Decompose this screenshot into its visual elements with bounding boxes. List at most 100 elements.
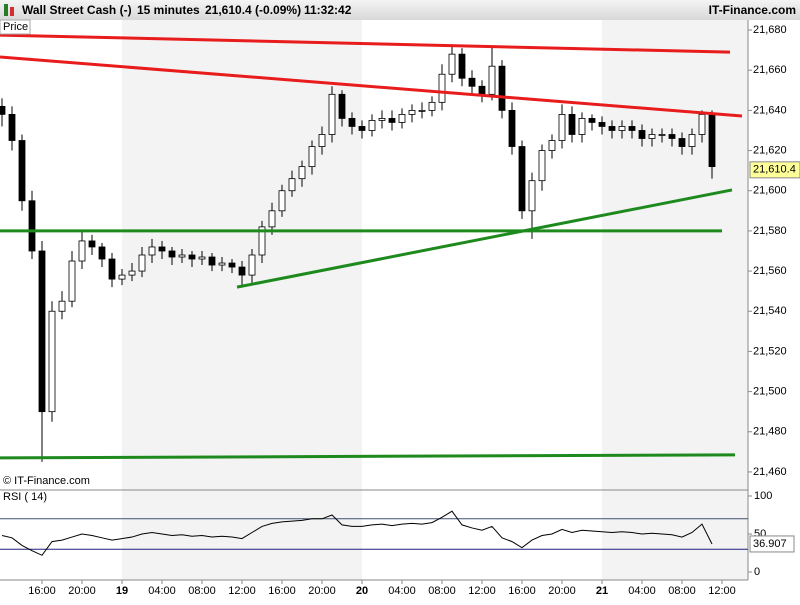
candle-body [68,260,76,302]
candle-body [518,146,526,212]
candle-body [578,118,586,135]
header: Wall Street Cash (-) 15 minutes 21,610.4… [0,0,800,20]
candle-body [78,240,86,262]
candle-body [598,122,606,127]
trend-line [236,188,733,289]
last-value-box [749,535,795,553]
instrument: Wall Street Cash (-) [22,3,132,17]
candle-body [608,126,616,131]
x-tick-label: 04:00 [148,585,176,597]
session-shade [122,20,362,580]
candle-body [708,114,716,168]
candle-body [48,310,56,413]
candle-body [428,101,436,111]
y-tick-label: 21,500 [753,385,787,397]
candle-body [308,146,316,168]
candle-body [168,250,176,258]
y-tick-label: 21,560 [753,265,787,277]
y-tick-label: 21,520 [753,345,787,357]
candle-body [228,262,236,268]
candle-body [108,258,116,280]
candle-body [208,256,216,266]
candle-body [248,254,256,276]
candle-body [658,134,666,136]
candle-body [498,65,506,111]
candle-body [588,118,596,123]
candle-body [558,114,566,141]
x-tick-label: 12:00 [468,585,496,597]
candle-body [288,178,296,192]
candle-body [488,65,496,95]
x-tick-label: 04:00 [388,585,416,597]
candle-body [678,138,686,147]
candle-body [528,180,536,212]
x-tick-label: 20 [356,585,368,597]
candle-body [128,270,136,276]
y-tick-label: 21,640 [753,104,787,116]
candle-body [18,140,26,202]
x-tick-label: 20:00 [548,585,576,597]
candle-body [618,126,626,131]
candle-body [88,240,96,248]
candle-body [148,246,156,256]
candle-body [448,53,456,75]
candle-body [648,134,656,139]
x-tick-label: 08:00 [428,585,456,597]
candle-body [358,126,366,131]
candle-body [238,266,246,276]
candle-body [468,77,476,87]
x-tick-label: 16:00 [28,585,56,597]
candle-body [98,246,106,260]
x-tick-label: 21 [596,585,608,597]
y-tick-label: 21,680 [753,24,787,36]
x-tick-label: 16:00 [268,585,296,597]
candle-body [398,114,406,123]
candle-body [698,114,706,135]
y-tick-label: 21,600 [753,185,787,197]
header-bar [0,0,800,20]
candle-body [478,85,486,95]
candle-body [198,256,206,260]
candle-body [258,226,266,256]
icon [10,7,14,16]
candle-body [548,140,556,151]
x-tick-label: 16:00 [508,585,536,597]
y-tick-label: 21,460 [753,466,787,478]
candle-body [0,105,6,115]
last-price-label: 21,610.4 [753,164,796,176]
title-box [0,19,31,35]
candle-body [508,109,516,147]
candle-body [688,134,696,147]
panel-title: RSI ( 14) [3,491,47,503]
candle-body [638,130,646,139]
rsi-line [1,510,713,556]
candle-body [318,134,326,147]
quote: 21,610.4 (-0.09%) [205,3,301,17]
trend-line [0,453,736,460]
x-tick-label: 12:00 [708,585,736,597]
y-tick-label: 21,480 [753,426,787,438]
candle-body [298,166,306,180]
last-price-box [749,161,800,179]
trend-line [0,55,743,118]
candle-body [118,274,126,280]
last-value-label: 36.907 [753,538,787,550]
background [0,20,800,600]
icon [4,4,8,16]
interval: 15 minutes [137,3,200,17]
candle-body [8,114,16,141]
candle-body [368,120,376,131]
x-tick-label: 08:00 [188,585,216,597]
y-tick-label: 21,540 [753,305,787,317]
candle-body [328,93,336,135]
candle-body [538,150,546,182]
y-tick-label: 0 [754,566,760,578]
clock: 11:32:42 [304,3,352,17]
trend-line [0,33,731,54]
candle-body [268,210,276,228]
candle-body [188,254,196,260]
session-shade [602,20,748,580]
x-tick-label: 08:00 [668,585,696,597]
x-tick-label: 20:00 [68,585,96,597]
candle-body [438,73,446,103]
